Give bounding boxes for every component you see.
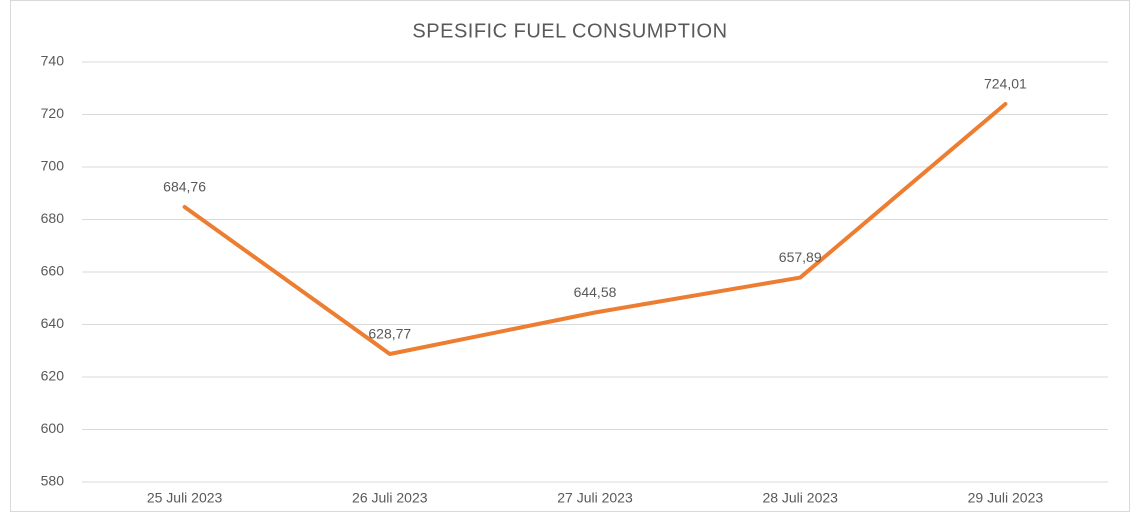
y-tick-label: 700 — [41, 158, 65, 174]
y-tick-label: 580 — [41, 473, 65, 489]
y-tick-label: 620 — [41, 368, 65, 384]
chart-title: SPESIFIC FUEL CONSUMPTION — [412, 20, 727, 42]
x-tick-label: 26 Juli 2023 — [352, 490, 428, 506]
y-tick-label: 600 — [41, 420, 65, 436]
y-tick-label: 660 — [41, 263, 65, 279]
x-tick-label: 29 Juli 2023 — [968, 490, 1044, 506]
data-label: 628,77 — [368, 326, 411, 342]
y-tick-label: 680 — [41, 210, 65, 226]
x-tick-label: 27 Juli 2023 — [557, 490, 633, 506]
y-tick-label: 740 — [41, 53, 65, 69]
y-tick-label: 720 — [41, 105, 65, 121]
x-tick-label: 28 Juli 2023 — [762, 490, 838, 506]
data-label: 724,01 — [984, 76, 1027, 92]
chart-frame — [10, 0, 1130, 512]
data-label: 684,76 — [163, 179, 206, 195]
x-tick-label: 25 Juli 2023 — [147, 490, 223, 506]
data-line — [182, 101, 1008, 356]
data-label: 657,89 — [779, 249, 822, 265]
y-tick-label: 640 — [41, 315, 65, 331]
data-label: 644,58 — [574, 284, 617, 300]
